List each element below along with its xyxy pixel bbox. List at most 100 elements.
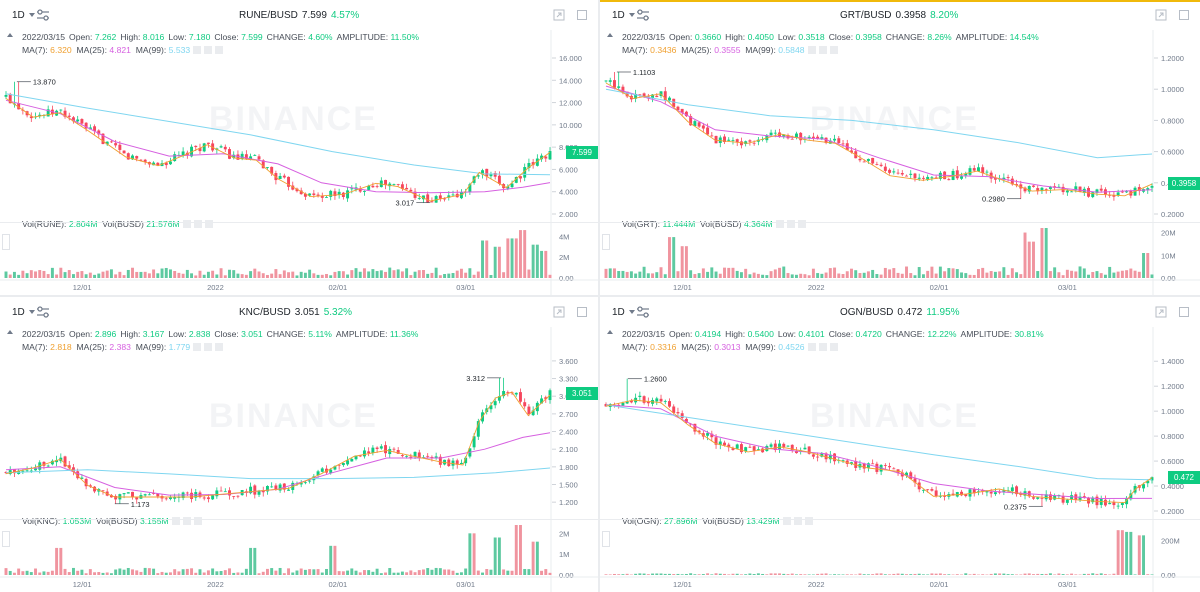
volume-bar bbox=[1070, 270, 1074, 278]
ohlc-row: 2022/03/15 Open: 0.3660 High: 0.4050 Low: 0… bbox=[622, 32, 1039, 42]
close-icon[interactable] bbox=[215, 46, 224, 54]
settings-icon[interactable] bbox=[182, 517, 191, 525]
side-expand-icon[interactable] bbox=[602, 234, 610, 250]
time-axis[interactable]: 12/01 2022 02/01 03/01 bbox=[600, 279, 1200, 292]
close-icon[interactable] bbox=[829, 46, 838, 54]
eye-icon[interactable] bbox=[193, 343, 202, 351]
close-icon[interactable] bbox=[804, 517, 813, 525]
pane-divider[interactable] bbox=[0, 222, 598, 223]
close-icon[interactable] bbox=[215, 343, 224, 351]
settings-icon[interactable] bbox=[204, 46, 213, 54]
volume-bar bbox=[621, 270, 625, 278]
volume-bar bbox=[1103, 274, 1107, 278]
volume-bar bbox=[55, 547, 59, 575]
chart-panel-rune[interactable]: 1D RUNE/BUSD 7.599 4.57% 2022/03/15 Open: 7… bbox=[0, 0, 598, 295]
time-axis[interactable]: 12/01 2022 02/01 03/01 bbox=[0, 576, 598, 589]
sliders-icon[interactable] bbox=[36, 306, 50, 318]
eye-icon[interactable] bbox=[182, 220, 191, 228]
settings-icon[interactable] bbox=[786, 220, 795, 228]
volume-bar bbox=[253, 268, 257, 278]
candle bbox=[333, 466, 337, 470]
candle bbox=[384, 179, 387, 186]
close-icon[interactable] bbox=[829, 343, 838, 351]
volume-bar bbox=[981, 574, 985, 575]
maximize-icon[interactable] bbox=[576, 306, 588, 318]
eye-icon[interactable] bbox=[782, 517, 791, 525]
volume-bar bbox=[510, 570, 514, 575]
volume-bar bbox=[270, 273, 274, 278]
candle bbox=[320, 195, 324, 198]
settings-icon[interactable] bbox=[193, 220, 202, 228]
candle bbox=[156, 162, 160, 166]
volume-bar bbox=[114, 569, 118, 575]
interval-selector[interactable]: 1D bbox=[612, 307, 635, 318]
last-price: 0.472 bbox=[897, 307, 923, 318]
expand-icon[interactable] bbox=[1155, 9, 1167, 21]
expand-icon[interactable] bbox=[553, 9, 565, 21]
close-icon[interactable] bbox=[193, 517, 202, 525]
maximize-icon[interactable] bbox=[1178, 306, 1190, 318]
volume-bar bbox=[396, 572, 400, 575]
chart-panel-ogn[interactable]: 1D OGN/BUSD 0.472 11.95% 2022/03/15 Open: 0… bbox=[600, 297, 1200, 592]
time-axis[interactable]: 12/01 2022 02/01 03/01 bbox=[0, 279, 598, 292]
high-marker: 1.2600 bbox=[627, 375, 667, 384]
interval-selector[interactable]: 1D bbox=[12, 10, 35, 21]
settings-icon[interactable] bbox=[204, 343, 213, 351]
candle bbox=[257, 491, 261, 495]
side-expand-icon[interactable] bbox=[2, 234, 10, 250]
settings-icon[interactable] bbox=[818, 343, 827, 351]
price-axis[interactable]: 1.4000 1.2000 1.0000 0.8000 0.6000 0.4000 0.20… bbox=[1154, 357, 1184, 516]
settings-icon[interactable] bbox=[818, 46, 827, 54]
pane-divider[interactable] bbox=[0, 519, 598, 520]
interval-selector[interactable]: 1D bbox=[12, 307, 35, 318]
chart-panel-grt[interactable]: 1D GRT/BUSD 0.3958 8.20% 2022/03/15 Open: 0… bbox=[600, 0, 1200, 295]
candle bbox=[837, 138, 841, 144]
expand-icon[interactable] bbox=[1155, 306, 1167, 318]
collapse-chevron-icon[interactable] bbox=[607, 330, 613, 334]
candlestick-chart[interactable]: 1.4000 1.2000 1.0000 0.8000 0.6000 0.4000 0.20… bbox=[600, 297, 1200, 592]
pane-divider[interactable] bbox=[600, 519, 1200, 520]
volume-bar bbox=[337, 271, 341, 278]
chart-panel-knc[interactable]: 1D KNC/BUSD 3.051 5.32% 2022/03/15 Open: 2.… bbox=[0, 297, 598, 592]
collapse-chevron-icon[interactable] bbox=[607, 33, 613, 37]
candle bbox=[794, 133, 798, 139]
candle bbox=[468, 184, 472, 193]
maximize-icon[interactable] bbox=[576, 9, 588, 21]
volume-bar bbox=[253, 547, 257, 575]
interval-selector[interactable]: 1D bbox=[612, 10, 635, 21]
candlestick-chart[interactable]: 16.00014.00012.00010.0008.0006.0004.0002… bbox=[0, 0, 598, 295]
side-expand-icon[interactable] bbox=[2, 531, 10, 547]
expand-icon[interactable] bbox=[553, 306, 565, 318]
volume-bar bbox=[295, 275, 299, 278]
volume-bar bbox=[1150, 274, 1154, 278]
eye-icon[interactable] bbox=[171, 517, 180, 525]
volume-bar bbox=[548, 274, 552, 278]
eye-icon[interactable] bbox=[775, 220, 784, 228]
candlestick-chart[interactable]: 1.20001.00000.80000.60000.40000.20001.11… bbox=[600, 0, 1200, 295]
volume-bar bbox=[190, 273, 194, 278]
collapse-chevron-icon[interactable] bbox=[7, 33, 13, 37]
price-axis[interactable]: 3.6003.3003.0002.7002.4002.1001.8001.500… bbox=[552, 357, 578, 507]
close-icon[interactable] bbox=[204, 220, 213, 228]
sliders-icon[interactable] bbox=[636, 9, 650, 21]
candle bbox=[320, 468, 324, 472]
close-icon[interactable] bbox=[797, 220, 806, 228]
maximize-icon[interactable] bbox=[1178, 9, 1190, 21]
price-axis[interactable]: 16.00014.00012.00010.0008.0006.0004.0002… bbox=[552, 54, 582, 219]
pane-divider[interactable] bbox=[600, 222, 1200, 223]
candle bbox=[101, 133, 105, 145]
eye-icon[interactable] bbox=[807, 343, 816, 351]
eye-icon[interactable] bbox=[193, 46, 202, 54]
candle bbox=[46, 465, 50, 467]
candle bbox=[375, 186, 379, 188]
collapse-chevron-icon[interactable] bbox=[7, 330, 13, 334]
candle bbox=[114, 495, 118, 500]
time-axis[interactable]: 12/01 2022 02/01 03/01 bbox=[600, 576, 1200, 589]
sliders-icon[interactable] bbox=[36, 9, 50, 21]
side-expand-icon[interactable] bbox=[602, 531, 610, 547]
settings-icon[interactable] bbox=[793, 517, 802, 525]
sliders-icon[interactable] bbox=[636, 306, 650, 318]
eye-icon[interactable] bbox=[807, 46, 816, 54]
candlestick-chart[interactable]: 3.6003.3003.0002.7002.4002.1001.8001.500… bbox=[0, 297, 598, 592]
